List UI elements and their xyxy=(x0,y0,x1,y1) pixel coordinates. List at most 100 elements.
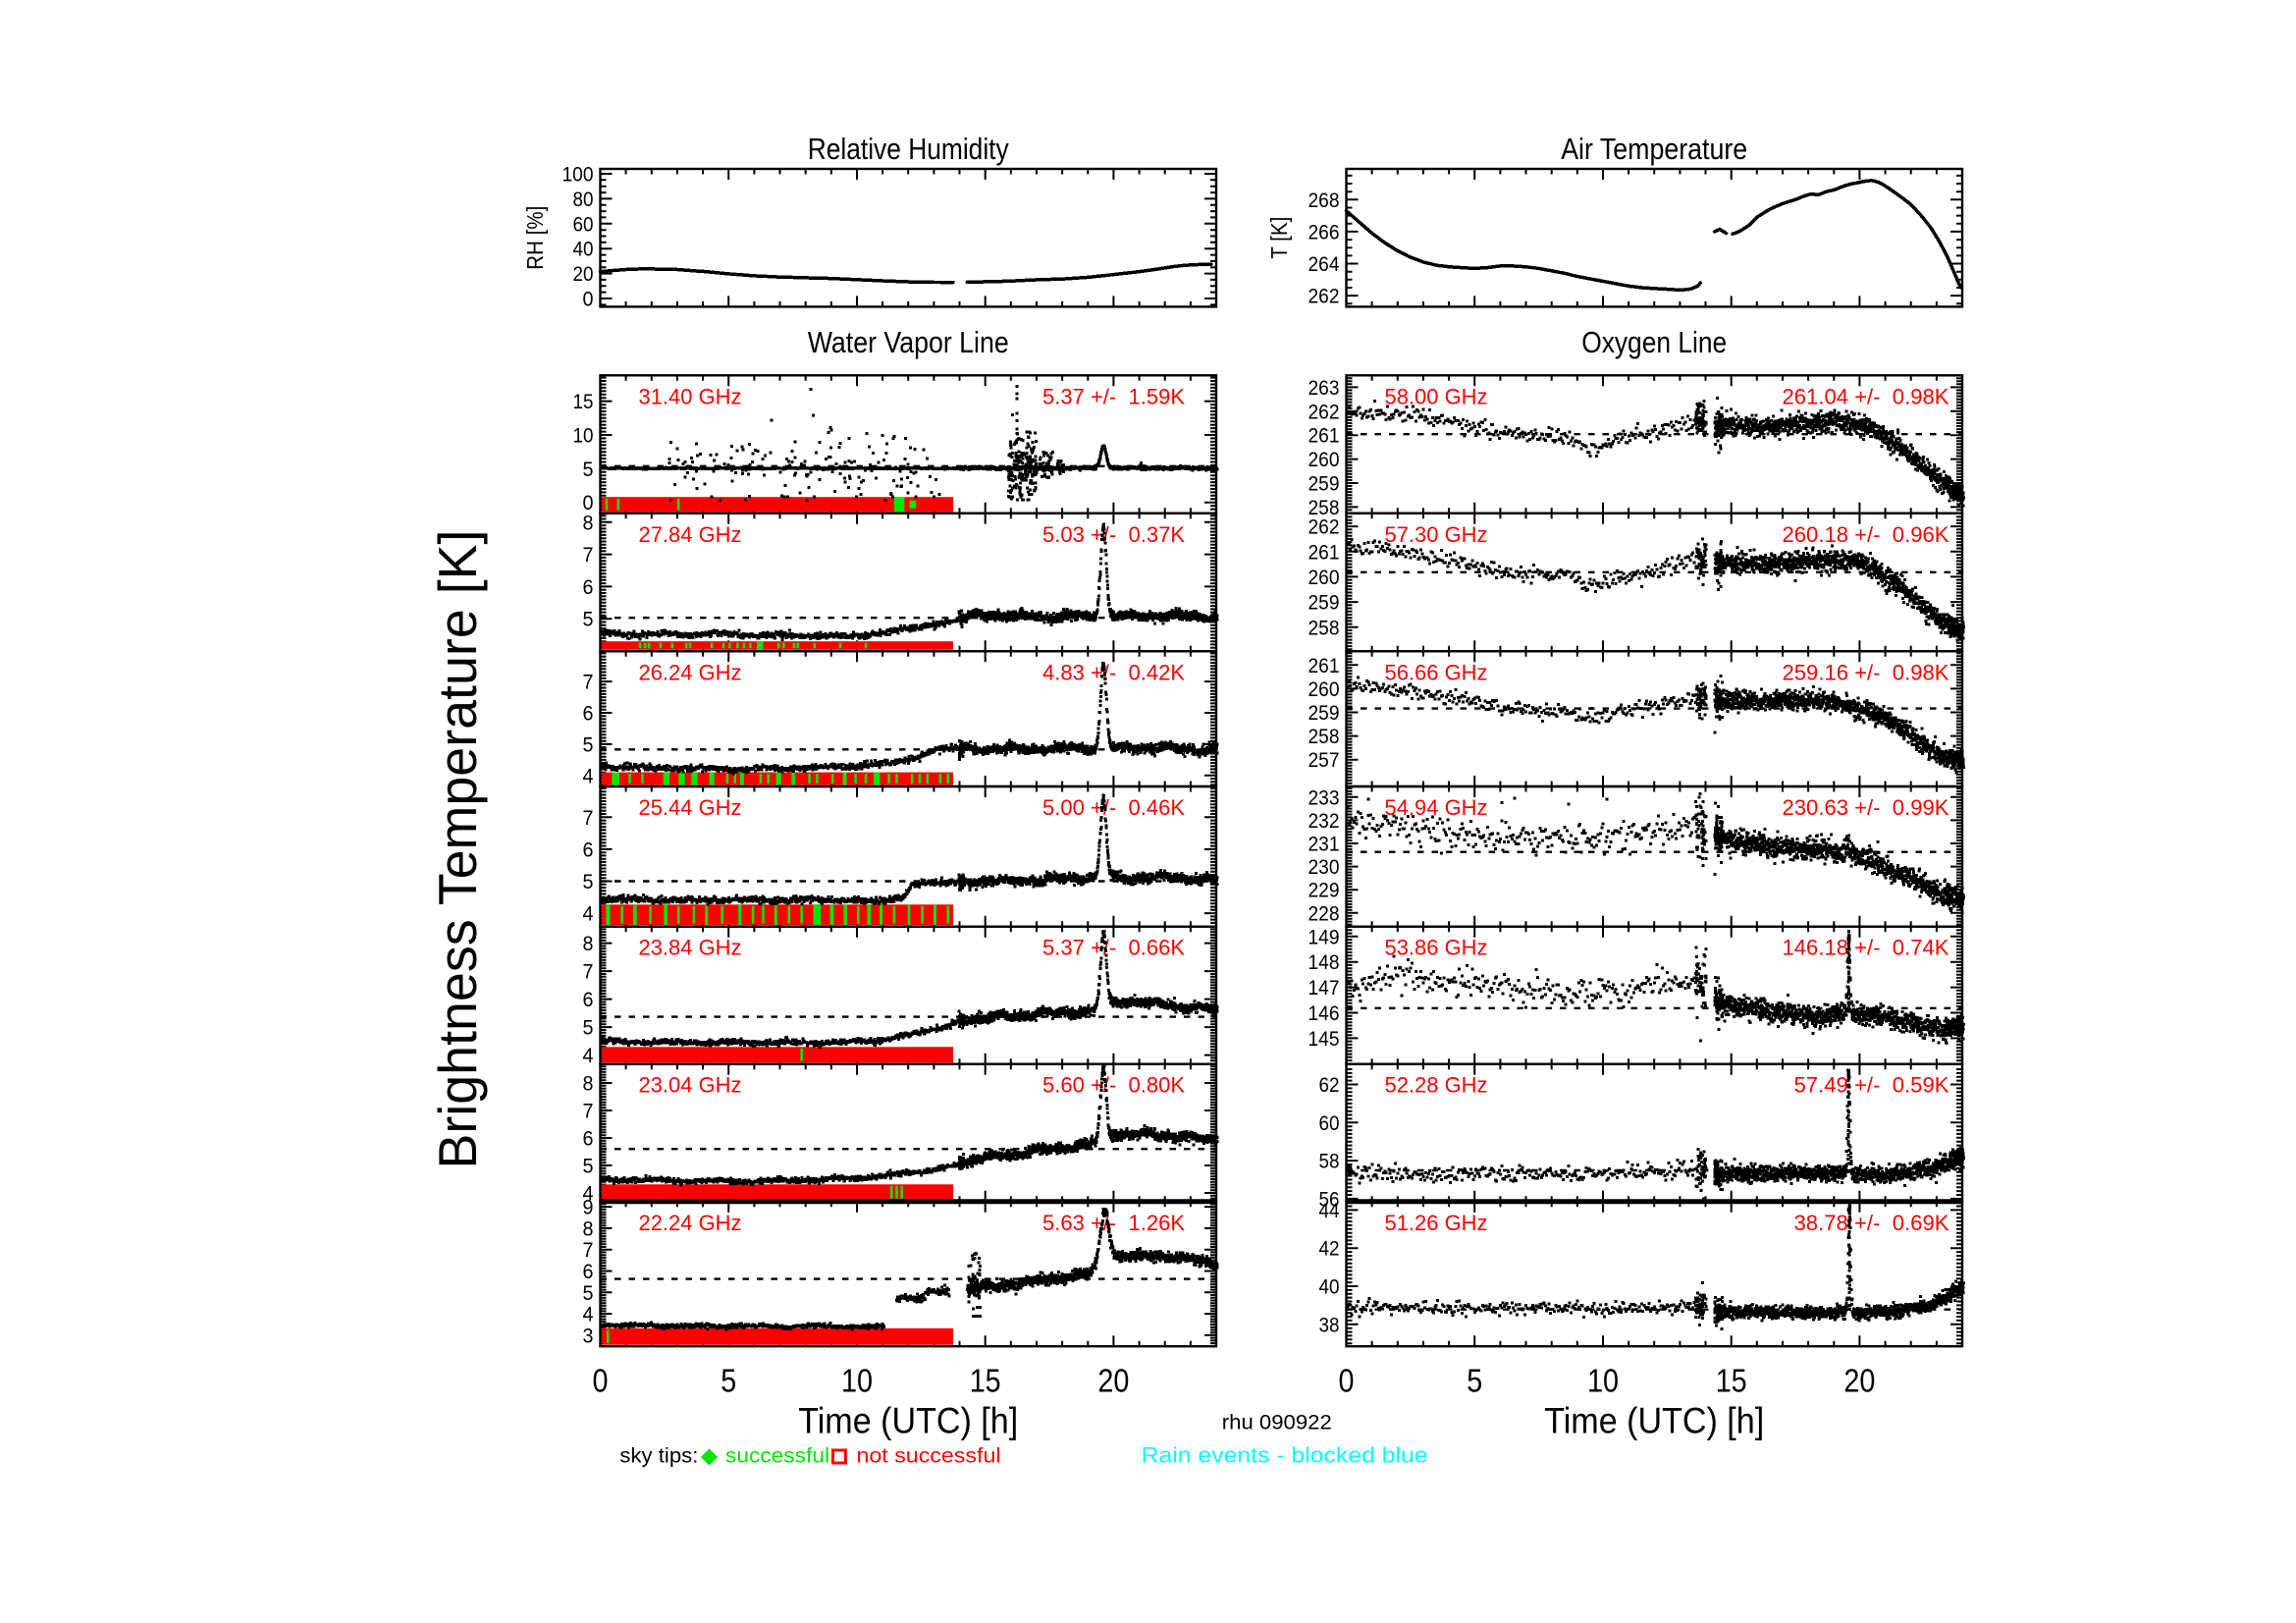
svg-text:Oxygen Line: Oxygen Line xyxy=(1581,325,1727,359)
svg-text:7: 7 xyxy=(583,1100,594,1123)
svg-text:9: 9 xyxy=(583,1196,594,1219)
svg-text:258: 258 xyxy=(1308,725,1340,748)
svg-text:5.37 +/- 1.59K: 5.37 +/- 1.59K xyxy=(1042,384,1185,408)
svg-text:22.24 GHz: 22.24 GHz xyxy=(639,1211,742,1235)
svg-text:8: 8 xyxy=(583,1217,594,1240)
svg-text:258: 258 xyxy=(1308,616,1340,639)
svg-text:262: 262 xyxy=(1308,285,1340,308)
svg-text:60: 60 xyxy=(573,212,594,236)
svg-text:60: 60 xyxy=(1319,1111,1340,1135)
svg-text:8: 8 xyxy=(583,1072,594,1096)
svg-text:5.60 +/- 0.80K: 5.60 +/- 0.80K xyxy=(1042,1073,1185,1098)
svg-text:7: 7 xyxy=(583,671,594,694)
svg-text:145: 145 xyxy=(1308,1027,1340,1051)
svg-text:257: 257 xyxy=(1308,748,1340,772)
svg-text:147: 147 xyxy=(1308,976,1340,1000)
svg-text:7: 7 xyxy=(583,806,594,830)
svg-text:0: 0 xyxy=(1339,1363,1355,1399)
svg-text:5: 5 xyxy=(583,870,594,893)
svg-text:259: 259 xyxy=(1308,701,1340,725)
svg-text:6: 6 xyxy=(583,575,594,599)
svg-text:27.84 GHz: 27.84 GHz xyxy=(639,522,742,547)
svg-text:42: 42 xyxy=(1319,1237,1340,1261)
svg-text:146: 146 xyxy=(1308,1001,1340,1025)
svg-text:10: 10 xyxy=(1587,1363,1619,1399)
svg-text:5: 5 xyxy=(583,1155,594,1178)
svg-text:Air Temperature: Air Temperature xyxy=(1561,132,1747,166)
svg-text:5.00 +/- 0.46K: 5.00 +/- 0.46K xyxy=(1042,795,1185,820)
svg-text:5: 5 xyxy=(583,1281,594,1305)
svg-text:successful: successful xyxy=(725,1444,829,1468)
svg-text:4: 4 xyxy=(583,1182,594,1206)
svg-text:261: 261 xyxy=(1308,424,1340,448)
svg-text:259: 259 xyxy=(1308,591,1340,615)
svg-text:51.26 GHz: 51.26 GHz xyxy=(1385,1211,1488,1235)
svg-text:149: 149 xyxy=(1308,925,1340,948)
svg-text:259.16 +/- 0.98K: 259.16 +/- 0.98K xyxy=(1783,660,1949,684)
svg-text:8: 8 xyxy=(583,511,594,534)
svg-text:52.28 GHz: 52.28 GHz xyxy=(1385,1073,1488,1098)
svg-text:RH [%]: RH [%] xyxy=(522,206,548,270)
svg-text:26.24 GHz: 26.24 GHz xyxy=(639,660,742,684)
svg-text:Brightness Temperature [K]: Brightness Temperature [K] xyxy=(427,530,488,1169)
svg-text:4.83 +/- 0.42K: 4.83 +/- 0.42K xyxy=(1042,660,1185,684)
svg-text:Relative Humidity: Relative Humidity xyxy=(808,132,1009,166)
svg-text:20: 20 xyxy=(573,262,594,286)
svg-text:230.63 +/- 0.99K: 230.63 +/- 0.99K xyxy=(1783,795,1949,820)
svg-text:Rain events - blocked blue: Rain events - blocked blue xyxy=(1142,1443,1428,1468)
svg-text:7: 7 xyxy=(583,543,594,567)
svg-text:5.63 +/- 1.26K: 5.63 +/- 1.26K xyxy=(1042,1211,1185,1235)
svg-text:8: 8 xyxy=(583,932,594,955)
svg-text:sky tips:: sky tips: xyxy=(619,1444,698,1468)
svg-text:10: 10 xyxy=(573,424,594,448)
svg-text:80: 80 xyxy=(573,188,594,211)
svg-text:5: 5 xyxy=(721,1363,736,1399)
svg-text:4: 4 xyxy=(583,1044,594,1067)
svg-text:261.04 +/- 0.98K: 261.04 +/- 0.98K xyxy=(1783,384,1949,408)
svg-text:5: 5 xyxy=(583,608,594,631)
svg-text:T [K]: T [K] xyxy=(1266,217,1292,259)
svg-text:5.03 +/- 0.37K: 5.03 +/- 0.37K xyxy=(1042,522,1185,547)
svg-text:262: 262 xyxy=(1308,515,1340,539)
svg-text:0: 0 xyxy=(593,1363,609,1399)
svg-text:230: 230 xyxy=(1308,855,1340,879)
svg-text:15: 15 xyxy=(573,390,594,413)
svg-text:58.00 GHz: 58.00 GHz xyxy=(1385,384,1488,408)
svg-text:Water Vapor Line: Water Vapor Line xyxy=(808,325,1009,359)
svg-text:0: 0 xyxy=(583,288,594,311)
svg-text:Time (UTC) [h]: Time (UTC) [h] xyxy=(1544,1399,1764,1440)
svg-text:15: 15 xyxy=(970,1363,1001,1399)
svg-text:5: 5 xyxy=(1467,1363,1482,1399)
svg-text:56: 56 xyxy=(1319,1187,1340,1211)
svg-text:20: 20 xyxy=(1843,1363,1875,1399)
svg-text:146.18 +/- 0.74K: 146.18 +/- 0.74K xyxy=(1783,936,1949,960)
svg-text:57.49 +/- 0.59K: 57.49 +/- 0.59K xyxy=(1794,1073,1949,1098)
svg-text:4: 4 xyxy=(583,764,594,787)
svg-text:0: 0 xyxy=(583,491,594,514)
svg-text:4: 4 xyxy=(583,1303,594,1326)
svg-text:5: 5 xyxy=(583,458,594,481)
svg-text:31.40 GHz: 31.40 GHz xyxy=(639,384,742,408)
svg-text:40: 40 xyxy=(1319,1275,1340,1299)
svg-text:148: 148 xyxy=(1308,950,1340,974)
svg-text:100: 100 xyxy=(562,163,594,187)
svg-text:38.78 +/- 0.69K: 38.78 +/- 0.69K xyxy=(1794,1211,1949,1235)
svg-text:260.18 +/- 0.96K: 260.18 +/- 0.96K xyxy=(1783,522,1949,547)
svg-text:232: 232 xyxy=(1308,809,1340,833)
svg-text:261: 261 xyxy=(1308,654,1340,677)
svg-text:229: 229 xyxy=(1308,879,1340,902)
svg-text:5: 5 xyxy=(583,1016,594,1040)
svg-text:54.94 GHz: 54.94 GHz xyxy=(1385,795,1488,820)
svg-text:53.86 GHz: 53.86 GHz xyxy=(1385,936,1488,960)
svg-text:261: 261 xyxy=(1308,540,1340,564)
svg-text:not successful: not successful xyxy=(857,1444,1001,1468)
svg-text:5: 5 xyxy=(583,732,594,756)
svg-text:44: 44 xyxy=(1319,1199,1340,1222)
svg-text:56.66 GHz: 56.66 GHz xyxy=(1385,660,1488,684)
svg-text:5.37 +/- 0.66K: 5.37 +/- 0.66K xyxy=(1042,936,1185,960)
svg-text:10: 10 xyxy=(841,1363,873,1399)
svg-text:264: 264 xyxy=(1308,252,1340,276)
svg-text:23.04 GHz: 23.04 GHz xyxy=(639,1073,742,1098)
svg-text:6: 6 xyxy=(583,838,594,861)
svg-text:260: 260 xyxy=(1308,677,1340,701)
